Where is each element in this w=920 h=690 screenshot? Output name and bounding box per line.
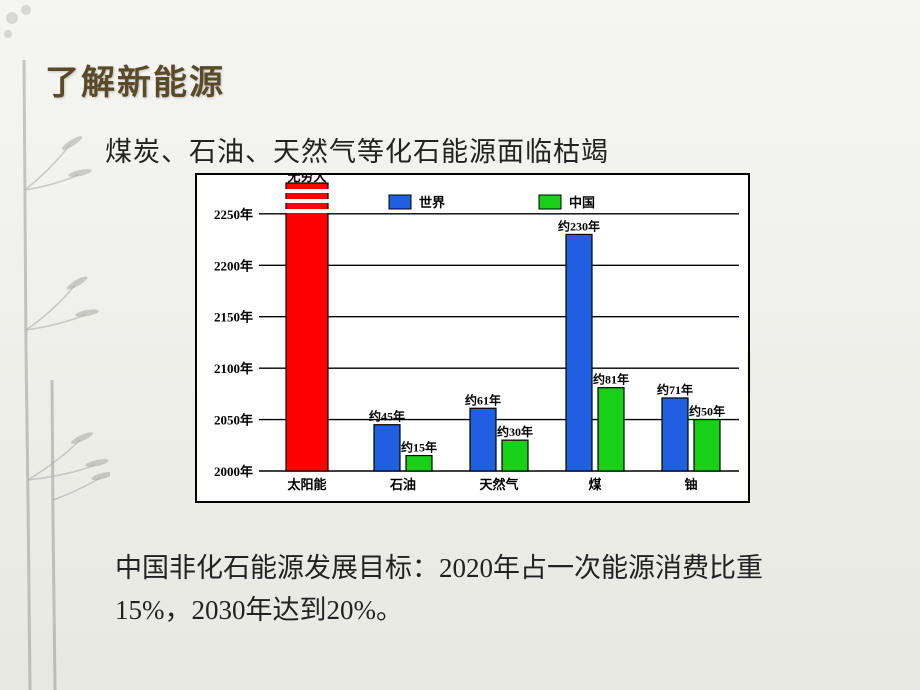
page-title: 了解新能源 — [45, 55, 225, 104]
svg-text:铀: 铀 — [684, 477, 697, 492]
svg-text:2200年: 2200年 — [214, 258, 253, 273]
svg-text:2250年: 2250年 — [214, 207, 253, 222]
svg-text:约45年: 约45年 — [369, 409, 405, 424]
svg-text:天然气: 天然气 — [479, 477, 518, 492]
svg-text:约15年: 约15年 — [401, 440, 437, 455]
svg-text:约61年: 约61年 — [465, 392, 501, 407]
svg-text:2150年: 2150年 — [214, 310, 253, 325]
svg-text:无穷大: 无穷大 — [286, 175, 326, 184]
svg-text:约30年: 约30年 — [497, 424, 533, 439]
svg-text:世界: 世界 — [419, 195, 445, 210]
footer-text: 中国非化石能源发展目标：2020年占一次能源消费比重15%，2030年达到20%… — [115, 548, 815, 632]
svg-text:煤: 煤 — [588, 477, 601, 492]
svg-text:约81年: 约81年 — [593, 372, 629, 387]
svg-text:约230年: 约230年 — [558, 218, 600, 233]
subtitle-text: 煤炭、石油、天然气等化石能源面临枯竭 — [105, 130, 609, 169]
svg-text:2050年: 2050年 — [214, 413, 253, 428]
energy-chart: 2000年 2050年 2100年 2150年 2200年 2250年太阳能 无穷大石油 约4… — [195, 173, 750, 503]
svg-text:中国: 中国 — [569, 195, 595, 210]
svg-text:石油: 石油 — [389, 477, 416, 492]
svg-text:2000年: 2000年 — [214, 464, 253, 479]
svg-text:约50年: 约50年 — [689, 404, 725, 419]
svg-text:太阳能: 太阳能 — [286, 477, 326, 492]
svg-text:2100年: 2100年 — [214, 361, 253, 376]
svg-text:约71年: 约71年 — [657, 382, 693, 397]
